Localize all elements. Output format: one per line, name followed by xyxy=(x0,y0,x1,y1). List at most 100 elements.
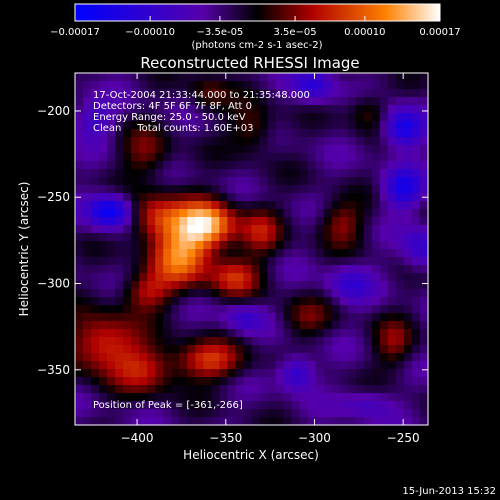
heatmap-cell xyxy=(395,257,405,266)
heatmap-cell xyxy=(395,281,405,290)
heatmap-cell xyxy=(147,161,156,170)
heatmap-cell xyxy=(299,321,309,330)
heatmap-cell xyxy=(283,305,293,314)
heatmap-cell xyxy=(419,241,429,250)
heatmap-cell xyxy=(123,281,132,290)
heatmap-cell xyxy=(235,257,245,266)
heatmap-cell xyxy=(83,105,92,114)
heatmap-cell xyxy=(403,265,413,274)
heatmap-cell xyxy=(371,89,381,98)
heatmap-cell xyxy=(91,401,100,410)
heatmap-cell xyxy=(179,281,188,290)
heatmap-cell xyxy=(259,201,269,210)
heatmap-cell xyxy=(371,305,381,314)
heatmap-cell xyxy=(147,273,156,282)
heatmap-cell xyxy=(251,321,261,330)
heatmap-cell xyxy=(147,97,156,106)
heatmap-cell xyxy=(227,73,237,82)
heatmap-cell xyxy=(323,105,333,114)
heatmap-cell xyxy=(323,193,333,202)
heatmap-cell xyxy=(99,401,108,410)
heatmap-cell xyxy=(331,177,341,186)
heatmap-cell xyxy=(235,337,245,346)
heatmap-cell xyxy=(211,265,221,274)
heatmap-cell xyxy=(179,121,188,130)
heatmap-cell xyxy=(243,193,253,202)
heatmap-cell xyxy=(403,233,413,242)
heatmap-cell xyxy=(291,249,301,258)
y-tick-label: −300 xyxy=(37,277,70,291)
heatmap-cell xyxy=(195,73,204,82)
heatmap-cell xyxy=(267,417,277,426)
heatmap-cell xyxy=(155,193,164,202)
heatmap-cell xyxy=(299,257,309,266)
heatmap-cell xyxy=(131,129,140,138)
heatmap-cell xyxy=(339,169,349,178)
heatmap-cell xyxy=(219,345,229,354)
heatmap-cell xyxy=(347,345,357,354)
heatmap-cell xyxy=(275,409,285,418)
heatmap-cell xyxy=(363,369,373,378)
heatmap-cell xyxy=(371,409,381,418)
heatmap-cell xyxy=(331,289,341,298)
heatmap-cell xyxy=(251,185,261,194)
heatmap-cell xyxy=(283,225,293,234)
heatmap-cell xyxy=(323,265,333,274)
heatmap-cell xyxy=(275,145,285,154)
heatmap-cell xyxy=(131,289,140,298)
heatmap-cell xyxy=(363,409,373,418)
heatmap-cell xyxy=(219,233,229,242)
heatmap-cell xyxy=(283,417,293,426)
heatmap-cell xyxy=(155,393,164,402)
heatmap-cell xyxy=(379,241,389,250)
heatmap-cell xyxy=(203,417,212,426)
heatmap-cell xyxy=(307,121,317,130)
heatmap-cell xyxy=(235,161,245,170)
heatmap-cell xyxy=(107,369,116,378)
heatmap-cell xyxy=(139,121,148,130)
heatmap-cell xyxy=(339,345,349,354)
heatmap-cell xyxy=(91,321,100,330)
heatmap-cell xyxy=(275,249,285,258)
heatmap-cell xyxy=(75,401,84,410)
heatmap-cell xyxy=(219,353,229,362)
heatmap-cell xyxy=(155,185,164,194)
heatmap-cell xyxy=(115,257,124,266)
heatmap-cell xyxy=(299,97,309,106)
heatmap-cell xyxy=(275,385,285,394)
heatmap-cell xyxy=(179,401,188,410)
heatmap-cell xyxy=(291,289,301,298)
heatmap-cell xyxy=(307,289,317,298)
heatmap-cell xyxy=(331,169,341,178)
heatmap-cell xyxy=(379,417,389,426)
heatmap-cell xyxy=(323,401,333,410)
heatmap-cell xyxy=(243,81,253,90)
heatmap-cell xyxy=(211,393,221,402)
heatmap-cell xyxy=(267,385,277,394)
heatmap-cell xyxy=(283,361,293,370)
heatmap-cell xyxy=(187,89,196,98)
heatmap-cell xyxy=(155,81,164,90)
heatmap-cell xyxy=(411,137,421,146)
heatmap-cell xyxy=(235,201,245,210)
heatmap-cell xyxy=(227,385,237,394)
heatmap-cell xyxy=(179,185,188,194)
heatmap-cell xyxy=(371,153,381,162)
heatmap-cell xyxy=(115,305,124,314)
heatmap-cell xyxy=(83,329,92,338)
heatmap-cell xyxy=(243,353,253,362)
heatmap-cell xyxy=(139,241,148,250)
heatmap-cell xyxy=(107,217,116,226)
heatmap-cell xyxy=(403,129,413,138)
heatmap-cell xyxy=(99,281,108,290)
heatmap-cell xyxy=(75,73,84,82)
heatmap-cell xyxy=(195,353,204,362)
heatmap-cell xyxy=(99,193,108,202)
heatmap-cell xyxy=(315,337,325,346)
heatmap-cell xyxy=(387,345,397,354)
heatmap-cell xyxy=(395,305,405,314)
heatmap-cell xyxy=(275,377,285,386)
heatmap-cell xyxy=(411,145,421,154)
heatmap-cell xyxy=(251,233,261,242)
